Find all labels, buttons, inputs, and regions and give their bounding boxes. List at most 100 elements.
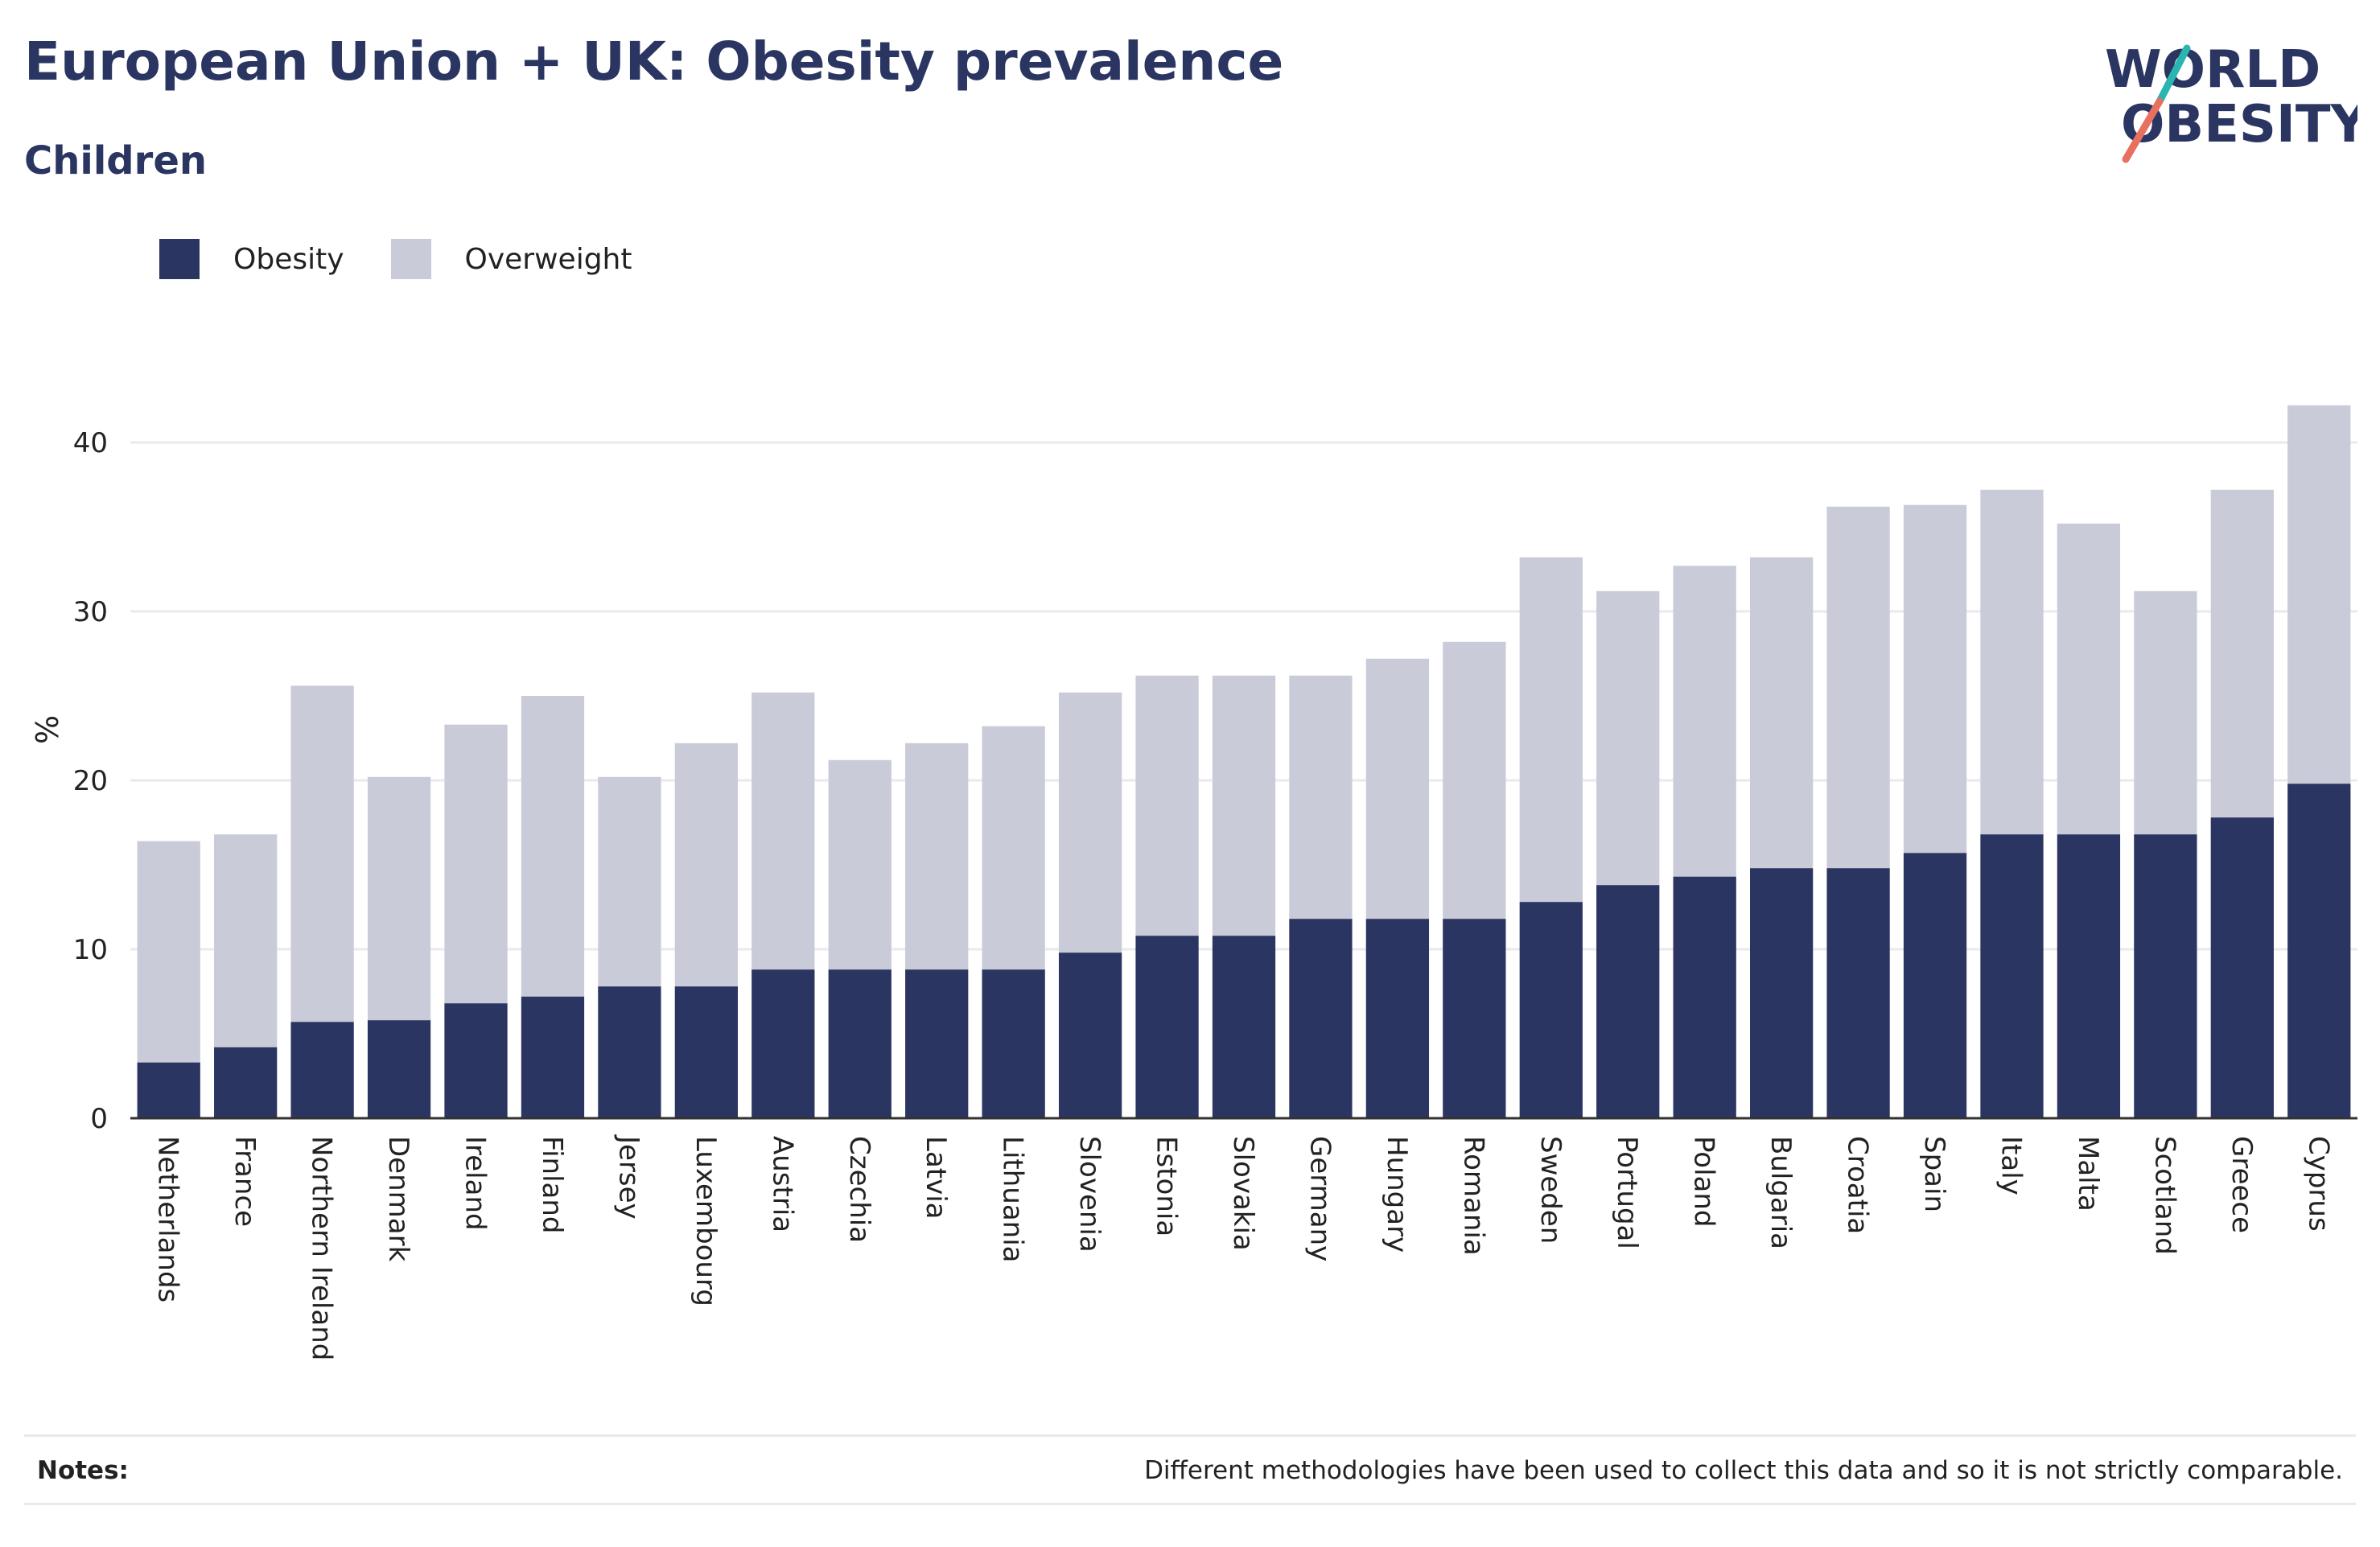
bar-obesity: [1212, 936, 1276, 1118]
bar-obesity: [1443, 919, 1506, 1118]
bar-overweight: [1980, 489, 2044, 835]
bar-overweight: [367, 776, 431, 1021]
bar-obesity: [982, 969, 1045, 1118]
bar-overweight: [1673, 566, 1736, 877]
bar-obesity: [1596, 885, 1660, 1118]
bar-overweight: [1058, 692, 1122, 953]
x-tick-label: Cyprus: [2302, 1136, 2334, 1232]
bar-obesity: [1519, 902, 1583, 1118]
bar-obesity: [444, 1003, 508, 1118]
bar-obesity: [674, 986, 738, 1118]
x-tick-label: Northern Ireland: [306, 1136, 338, 1360]
bar-obesity: [2287, 784, 2351, 1118]
bar-overweight: [214, 834, 278, 1047]
x-tick-label: Bulgaria: [1764, 1136, 1797, 1249]
logo-line-world: WORLD: [2105, 40, 2320, 100]
bar-obesity: [905, 969, 969, 1118]
bar-obesity: [1135, 936, 1199, 1118]
bar-overweight: [828, 759, 891, 970]
x-tick-label: Malta: [2072, 1136, 2104, 1212]
x-tick-label: Slovenia: [1073, 1136, 1106, 1253]
bar-overweight: [1365, 658, 1430, 920]
x-tick-label: Ireland: [459, 1136, 492, 1231]
x-tick-label: Spain: [1918, 1136, 1950, 1212]
legend-label-overweight: Overweight: [464, 242, 632, 276]
logo-slash-coral: [2122, 97, 2164, 163]
x-tick-label: France: [229, 1136, 261, 1227]
y-tick-label: 30: [73, 596, 108, 628]
legend-label-obesity: Obesity: [233, 242, 344, 276]
chart-legend: Obesity Overweight: [159, 238, 678, 280]
x-tick-label: Finland: [536, 1136, 568, 1234]
bar-obesity: [367, 1020, 431, 1118]
bar-obesity: [751, 969, 815, 1118]
bar-obesity: [1903, 853, 1967, 1118]
bar-obesity: [290, 1022, 354, 1118]
legend-swatch-obesity: [159, 239, 200, 279]
notes-top-rule: [24, 1434, 2356, 1437]
bar-overweight: [521, 696, 585, 997]
bar-overweight: [2287, 405, 2351, 784]
x-tick-label: Czechia: [843, 1136, 875, 1243]
bar-overweight: [1519, 557, 1583, 903]
y-tick-label: 40: [73, 427, 108, 459]
bar-obesity: [2057, 834, 2121, 1118]
bar-overweight: [2210, 489, 2274, 818]
bar-obesity: [137, 1062, 200, 1118]
x-tick-label: Scotland: [2148, 1136, 2180, 1255]
bar-overweight: [444, 724, 508, 1004]
bar-overweight: [905, 743, 969, 970]
bar-overweight: [982, 726, 1045, 970]
x-tick-label: Poland: [1688, 1136, 1720, 1228]
legend-item-obesity[interactable]: Obesity: [159, 239, 344, 279]
x-tick-label: Germany: [1303, 1136, 1336, 1261]
x-tick-label: Greece: [2226, 1136, 2258, 1233]
bar-overweight: [1903, 504, 1967, 854]
bar-overweight: [674, 743, 738, 987]
bar-obesity: [1826, 868, 1890, 1118]
bar-overweight: [751, 692, 815, 970]
bar-obesity: [2210, 817, 2274, 1118]
bar-overweight: [1289, 675, 1353, 920]
x-tick-label: Sweden: [1534, 1136, 1567, 1244]
bar-obesity: [214, 1047, 278, 1118]
stacked-bar-chart: 0 10 20 30 40% Netherlands France Northern Irel…: [30, 405, 2357, 1360]
bar-obesity: [1673, 876, 1736, 1118]
x-tick-label: Jersey: [612, 1134, 644, 1220]
bar-overweight: [1135, 675, 1199, 936]
chart-subtitle: Children: [24, 138, 208, 183]
bar-obesity: [2134, 834, 2197, 1118]
x-tick-label: Latvia: [920, 1136, 952, 1220]
bar-obesity: [1058, 952, 1122, 1118]
x-tick-label: Romania: [1457, 1136, 1489, 1256]
bar-obesity: [1750, 868, 1814, 1118]
y-tick-label: 20: [73, 765, 108, 797]
bar-overweight: [1750, 557, 1814, 869]
bar-obesity: [521, 996, 585, 1118]
bar-obesity: [828, 969, 891, 1118]
x-tick-label: Estonia: [1151, 1136, 1183, 1236]
legend-item-overweight[interactable]: Overweight: [390, 239, 632, 279]
notes-label: Notes:: [37, 1456, 129, 1485]
bar-overweight: [598, 776, 661, 987]
x-tick-label: Luxembourg: [690, 1136, 722, 1306]
x-tick-label: Croatia: [1842, 1136, 1874, 1234]
bar-overweight: [2057, 523, 2121, 835]
world-obesity-logo: WORLD OBESITY: [2105, 40, 2357, 163]
bar-overweight: [1443, 641, 1506, 920]
x-tick-label: Italy: [1995, 1136, 2027, 1195]
logo-slash-teal: [2156, 44, 2191, 105]
bar-overweight: [2134, 590, 2197, 835]
chart-title: European Union + UK: Obesity prevalence: [24, 31, 1284, 93]
bar-overweight: [137, 841, 200, 1063]
bar-obesity: [1365, 919, 1430, 1118]
notes-text: Different methodologies have been used t…: [1144, 1456, 2343, 1485]
x-tick-label: Slovakia: [1227, 1136, 1259, 1251]
y-tick-label: 10: [73, 934, 108, 966]
bar-overweight: [1212, 675, 1276, 936]
y-axis-label: %: [30, 715, 65, 744]
bar-obesity: [598, 986, 661, 1118]
bar-overweight: [290, 685, 354, 1022]
x-tick-label: Austria: [766, 1136, 798, 1232]
x-tick-label: Netherlands: [152, 1136, 184, 1302]
